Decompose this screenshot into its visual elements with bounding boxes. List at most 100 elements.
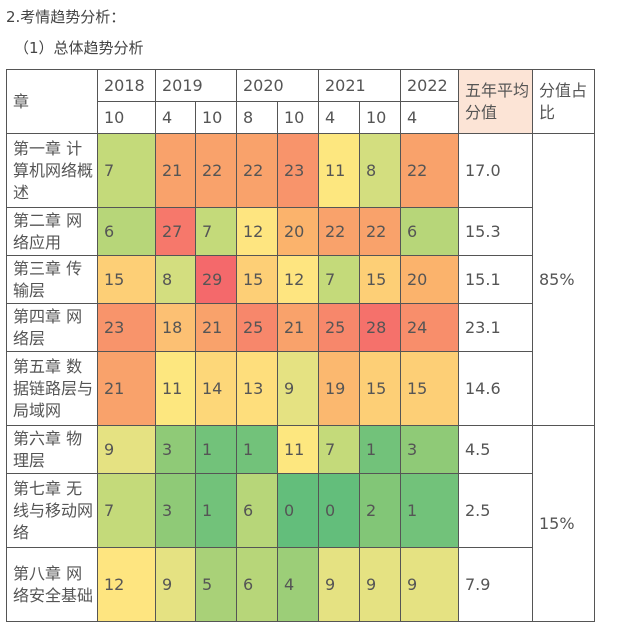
month-header: 10 (359, 101, 401, 134)
score-cell: 15 (359, 255, 401, 304)
table-row: 第五章 数据链路层与局域网 21 11 14 13 9 19 15 15 14.6 (6, 351, 595, 426)
average-score: 15.3 (458, 207, 533, 256)
exam-trend-table: 章 2018 2019 2020 2021 2022 五年平均分值 分值占比 10 4 10 8 10 4… (6, 69, 595, 622)
score-cell: 4 (277, 547, 319, 622)
average-score: 23.1 (458, 303, 533, 352)
month-header: 10 (277, 101, 319, 134)
month-header: 8 (236, 101, 278, 134)
score-cell: 3 (155, 473, 196, 548)
table-row: 第三章 传输层 15 8 29 15 12 7 15 20 15.1 (6, 255, 595, 304)
score-cell: 1 (400, 473, 459, 548)
chapter-name: 第四章 网络层 (6, 303, 98, 352)
score-cell: 18 (155, 303, 196, 352)
score-cell: 15 (359, 351, 401, 426)
year-header: 2020 (236, 69, 319, 102)
chapter-name: 第五章 数据链路层与局域网 (6, 351, 98, 426)
month-header: 4 (400, 101, 459, 134)
average-score: 17.0 (458, 133, 533, 208)
year-header: 2021 (318, 69, 401, 102)
score-cell: 12 (277, 255, 319, 304)
year-header: 2018 (97, 69, 156, 102)
score-cell: 22 (318, 207, 360, 256)
score-cell: 29 (195, 255, 237, 304)
month-header: 4 (318, 101, 360, 134)
score-cell: 22 (195, 133, 237, 208)
score-cell: 19 (318, 351, 360, 426)
score-share-header: 分值占比 (532, 69, 595, 134)
score-cell: 12 (97, 547, 156, 622)
average-score: 2.5 (458, 473, 533, 548)
score-cell: 6 (400, 207, 459, 256)
score-cell: 6 (236, 473, 278, 548)
score-cell: 22 (359, 207, 401, 256)
score-cell: 9 (400, 547, 459, 622)
score-cell: 21 (155, 133, 196, 208)
score-cell: 7 (97, 133, 156, 208)
chapter-name: 第八章 网络安全基础 (6, 547, 98, 622)
month-header: 10 (195, 101, 237, 134)
score-cell: 15 (236, 255, 278, 304)
chapter-name: 第七章 无线与移动网络 (6, 473, 98, 548)
table-row: 第八章 网络安全基础 12 9 5 6 4 9 9 9 7.9 (6, 547, 595, 622)
score-cell: 28 (359, 303, 401, 352)
month-header: 4 (155, 101, 196, 134)
score-share-value: 15% (532, 425, 595, 622)
score-cell: 3 (155, 425, 196, 474)
score-cell: 15 (400, 351, 459, 426)
score-cell: 25 (318, 303, 360, 352)
score-cell: 11 (318, 133, 360, 208)
score-cell: 22 (236, 133, 278, 208)
score-cell: 14 (195, 351, 237, 426)
table-row: 第六章 物理层 9 3 1 1 11 7 1 3 4.5 15% (6, 425, 595, 622)
table-row: 第四章 网络层 23 18 21 25 21 25 28 24 23.1 (6, 303, 595, 352)
score-cell: 9 (155, 547, 196, 622)
five-year-average-header: 五年平均分值 (458, 69, 533, 134)
chapter-name: 第二章 网络应用 (6, 207, 98, 256)
header-row-years: 章 2018 2019 2020 2021 2022 五年平均分值 分值占比 (6, 69, 595, 134)
score-cell: 13 (236, 351, 278, 426)
header-row-months: 10 4 10 8 10 4 10 4 (7, 101, 595, 134)
score-cell: 25 (236, 303, 278, 352)
score-cell: 20 (277, 207, 319, 256)
score-cell: 20 (400, 255, 459, 304)
score-cell: 9 (359, 547, 401, 622)
score-cell: 6 (236, 547, 278, 622)
year-header: 2019 (155, 69, 237, 102)
section-subheading: （1）总体趋势分析 (14, 39, 144, 57)
score-cell: 1 (195, 473, 237, 548)
score-cell: 8 (359, 133, 401, 208)
score-cell: 7 (318, 425, 360, 474)
score-cell: 1 (359, 425, 401, 474)
score-cell: 0 (318, 473, 360, 548)
table-row: 第二章 网络应用 6 27 7 12 20 22 22 6 15.3 (6, 207, 595, 256)
average-score: 7.9 (458, 547, 533, 622)
score-cell: 21 (97, 351, 156, 426)
score-cell: 22 (400, 133, 459, 208)
chapter-name: 第一章 计算机网络概述 (6, 133, 98, 208)
score-cell: 0 (277, 473, 319, 548)
chapter-name: 第六章 物理层 (6, 425, 98, 474)
chapter-name: 第三章 传输层 (6, 255, 98, 304)
score-cell: 9 (97, 425, 156, 474)
score-cell: 24 (400, 303, 459, 352)
score-cell: 7 (318, 255, 360, 304)
score-cell: 3 (400, 425, 459, 474)
score-cell: 15 (97, 255, 156, 304)
score-cell: 23 (277, 133, 319, 208)
score-cell: 7 (195, 207, 237, 256)
chapter-header: 章 (6, 69, 98, 134)
score-cell: 6 (97, 207, 156, 256)
average-score: 4.5 (458, 425, 533, 474)
score-cell: 1 (195, 425, 237, 474)
score-cell: 23 (97, 303, 156, 352)
table-row: 第一章 计算机网络概述 7 21 22 22 23 11 8 22 17.0 85% (6, 133, 595, 426)
score-cell: 21 (195, 303, 237, 352)
score-cell: 27 (155, 207, 196, 256)
average-score: 14.6 (458, 351, 533, 426)
score-cell: 9 (277, 351, 319, 426)
section-heading: 2.考情趋势分析： (6, 8, 126, 26)
score-cell: 5 (195, 547, 237, 622)
score-cell: 1 (236, 425, 278, 474)
score-cell: 21 (277, 303, 319, 352)
year-header: 2022 (400, 69, 459, 102)
